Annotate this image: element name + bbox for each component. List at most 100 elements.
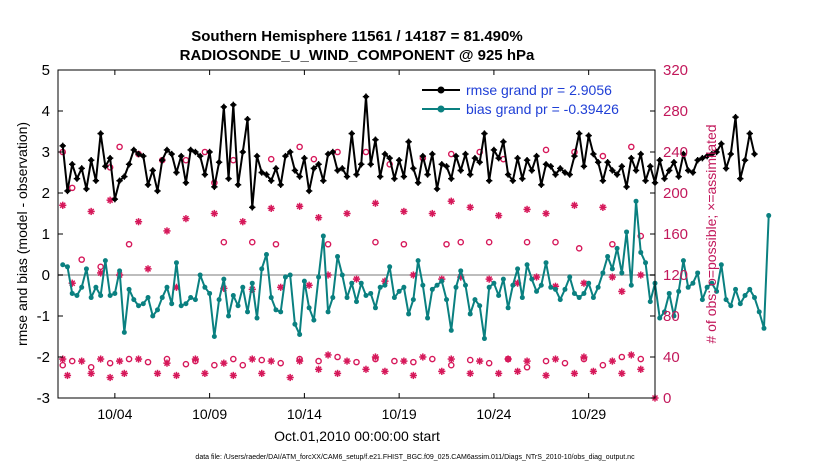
obs-assimilated-point xyxy=(134,355,143,363)
obs-assimilated-point-stroke xyxy=(542,210,550,217)
bias-point xyxy=(344,295,350,301)
bias-point xyxy=(695,270,701,276)
obs-assimilated-point xyxy=(466,369,474,377)
obs-assimilated-point xyxy=(542,371,550,380)
right-tick-label: 40 xyxy=(663,349,680,366)
bias-point xyxy=(325,309,331,315)
bias-point xyxy=(102,258,108,264)
obs-assimilated-point-stroke xyxy=(609,358,616,365)
obs-possible-point xyxy=(400,240,408,248)
rmse-point xyxy=(177,152,185,160)
obs-assimilated-point xyxy=(532,273,541,281)
obs-assimilated-point-stroke xyxy=(372,353,379,361)
bias-point xyxy=(553,286,558,292)
obs-assimilated-point-stroke xyxy=(249,355,256,363)
rmse-point xyxy=(467,171,474,178)
bias-point xyxy=(155,307,160,313)
bias-point xyxy=(586,280,592,286)
rmse-point xyxy=(708,150,716,158)
rmse-point xyxy=(220,103,228,111)
rmse-point xyxy=(358,161,365,168)
rmse-point xyxy=(741,157,749,164)
obs-assimilated-point xyxy=(523,357,531,365)
rmse-point xyxy=(225,175,232,182)
obs-assimilated-point-stroke xyxy=(495,370,502,377)
rmse-point xyxy=(258,169,265,176)
obs-assimilated-point-stroke xyxy=(116,358,123,365)
obs-assimilated-point xyxy=(120,369,128,377)
rmse-point xyxy=(670,159,678,166)
obs-possible-point xyxy=(410,358,417,366)
obs-assimilated-point xyxy=(87,207,95,216)
bias-point xyxy=(410,297,416,303)
rmse-point xyxy=(391,175,398,182)
bias-point xyxy=(377,284,383,290)
obs-possible-point xyxy=(68,184,76,192)
obs-assimilated-point xyxy=(153,369,162,377)
rmse-point xyxy=(324,150,332,158)
bias-point xyxy=(496,293,502,298)
bias-point xyxy=(192,297,198,303)
obs-assimilated-point-stroke xyxy=(121,370,128,377)
rmse-point xyxy=(73,175,81,182)
bias-point xyxy=(197,272,203,278)
rmse-point xyxy=(661,175,668,182)
obs-assimilated-point xyxy=(618,369,626,377)
obs-assimilated-point xyxy=(333,369,342,377)
obs-assimilated-point-stroke xyxy=(467,370,474,377)
rmse-point xyxy=(372,136,379,143)
bias-point xyxy=(500,276,506,282)
rmse-point xyxy=(542,161,550,168)
bias-point xyxy=(543,260,549,266)
rmse-point xyxy=(140,152,147,160)
obs-possible-point xyxy=(324,240,332,248)
obs-assimilated-point-stroke xyxy=(533,273,540,281)
obs-assimilated-point xyxy=(324,351,332,359)
obs-assimilated-point xyxy=(163,227,171,235)
obs-assimilated-point xyxy=(343,357,351,365)
bias-point xyxy=(444,297,450,303)
left-tick-label: 3 xyxy=(42,144,50,161)
obs-assimilated-point-stroke xyxy=(343,358,351,365)
obs-assimilated-point xyxy=(201,369,209,377)
bias-point xyxy=(83,266,89,272)
obs-assimilated-point xyxy=(106,373,114,382)
rmse-point xyxy=(689,169,697,176)
bias-point xyxy=(685,284,691,290)
bias-point xyxy=(709,280,715,286)
rmse-point xyxy=(504,171,512,178)
obs-assimilated-point-stroke xyxy=(400,208,407,215)
rmse-point xyxy=(585,132,592,139)
bias-point xyxy=(576,295,582,301)
bias-point xyxy=(666,290,672,296)
obs-assimilated-point xyxy=(551,355,560,363)
bias-point xyxy=(282,274,288,280)
left-tick-label: -3 xyxy=(37,390,50,407)
bias-point xyxy=(718,262,724,268)
bias-point xyxy=(131,297,137,303)
rmse-point xyxy=(263,171,270,178)
rmse-point xyxy=(315,161,322,168)
rmse-point xyxy=(78,165,85,172)
left-tick-label: -2 xyxy=(37,349,50,366)
bias-point xyxy=(581,290,587,296)
bias-point xyxy=(557,297,563,303)
left-tick-label: -1 xyxy=(37,308,50,325)
rmse-point xyxy=(348,130,355,137)
obs-assimilated-point xyxy=(296,357,304,365)
rmse-point xyxy=(680,150,687,158)
x-tick-label: 10/24 xyxy=(476,406,511,422)
obs-possible-point xyxy=(372,238,379,246)
bias-point xyxy=(188,295,194,301)
bias-point xyxy=(605,254,611,260)
rmse-point xyxy=(500,138,507,145)
obs-possible-point xyxy=(575,245,583,252)
obs-assimilated-point-stroke xyxy=(59,355,66,363)
bias-point xyxy=(766,213,772,219)
bias-point xyxy=(429,286,435,292)
bias-point xyxy=(107,293,113,298)
obs-assimilated-point-stroke xyxy=(448,198,455,205)
obs-assimilated-point-stroke xyxy=(163,360,171,367)
bias-point xyxy=(396,288,402,294)
bias-point xyxy=(567,274,573,280)
